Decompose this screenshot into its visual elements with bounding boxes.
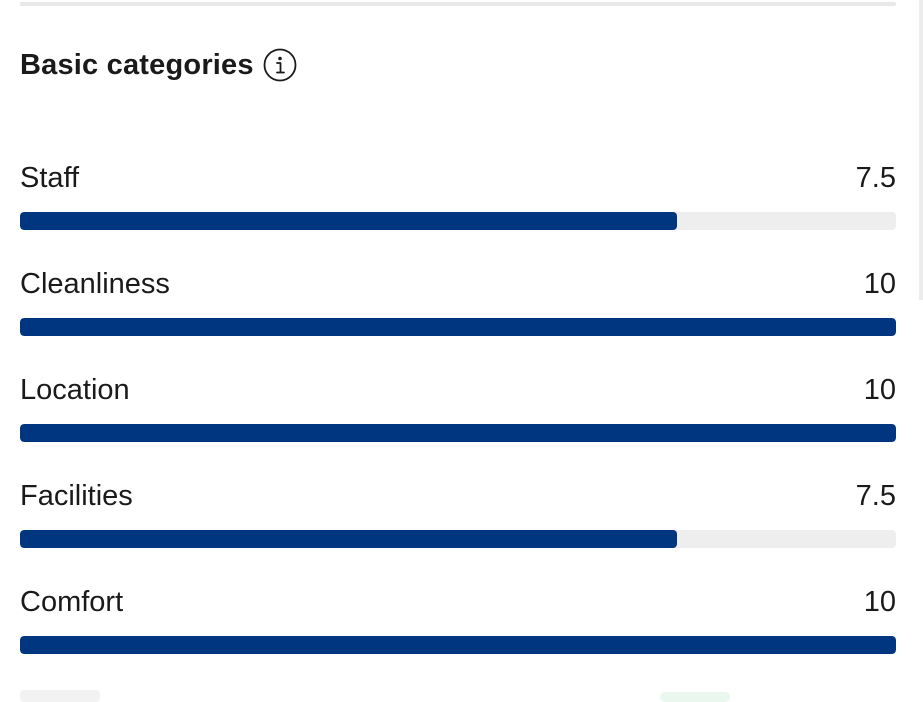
score-bar-track bbox=[20, 636, 896, 654]
section-header: Basic categories bbox=[20, 48, 297, 82]
score-bar-track bbox=[20, 212, 896, 230]
category-row-location: Location 10 bbox=[20, 374, 896, 480]
category-score: 10 bbox=[863, 374, 896, 406]
score-bar-track bbox=[20, 530, 896, 548]
category-label: Location bbox=[20, 374, 130, 406]
category-score: 10 bbox=[863, 586, 896, 618]
category-row-facilities: Facilities 7.5 bbox=[20, 480, 896, 586]
category-label: Staff bbox=[20, 162, 80, 194]
top-divider bbox=[20, 2, 896, 6]
next-section-peek bbox=[20, 690, 100, 702]
score-bar-fill bbox=[20, 530, 677, 548]
score-bar-fill bbox=[20, 318, 896, 336]
section-title: Basic categories bbox=[20, 48, 254, 81]
scrollbar[interactable] bbox=[919, 0, 923, 300]
category-list: Staff 7.5 Cleanliness 10 Location 10 Fac… bbox=[20, 162, 896, 692]
category-label: Facilities bbox=[20, 480, 133, 512]
info-icon[interactable] bbox=[263, 48, 297, 82]
category-score: 7.5 bbox=[855, 162, 896, 194]
next-section-peek-badge bbox=[660, 692, 730, 702]
category-row-comfort: Comfort 10 bbox=[20, 586, 896, 692]
category-score: 7.5 bbox=[855, 480, 896, 512]
score-bar-fill bbox=[20, 424, 896, 442]
score-bar-track bbox=[20, 424, 896, 442]
category-label: Comfort bbox=[20, 586, 124, 618]
category-row-cleanliness: Cleanliness 10 bbox=[20, 268, 896, 374]
category-score: 10 bbox=[863, 268, 896, 300]
score-bar-fill bbox=[20, 212, 677, 230]
category-row-staff: Staff 7.5 bbox=[20, 162, 896, 268]
score-bar-fill bbox=[20, 636, 896, 654]
score-bar-track bbox=[20, 318, 896, 336]
category-label: Cleanliness bbox=[20, 268, 170, 300]
